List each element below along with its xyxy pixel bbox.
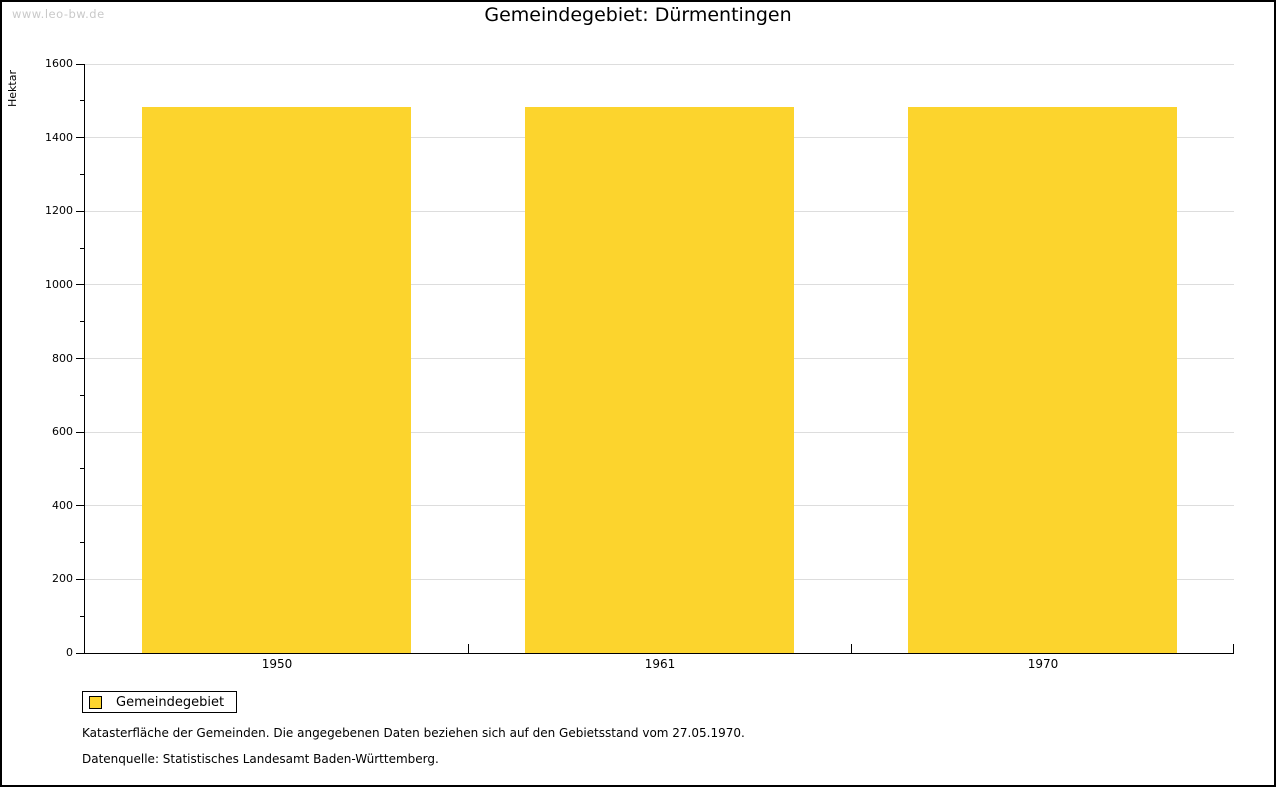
x-category-label: 1970 (1027, 657, 1059, 671)
y-axis-tick-label: 200 (52, 572, 73, 586)
y-axis-minor-tick (80, 542, 84, 544)
y-axis-tick-label: 1000 (45, 277, 73, 291)
y-axis-title: Hektar (6, 70, 19, 107)
y-axis-minor-tick (80, 468, 84, 470)
x-axis-tick (468, 644, 469, 653)
y-axis-major-tick (76, 505, 84, 507)
watermark-text: www.leo-bw.de (12, 7, 105, 21)
y-axis-minor-tick (80, 321, 84, 323)
y-axis-tick-label: 400 (52, 498, 73, 512)
y-axis-tick-label: 600 (52, 425, 73, 439)
y-axis-major-tick (76, 63, 84, 65)
y-axis-tick-label: 1600 (45, 57, 73, 70)
x-category-label: 1961 (644, 657, 676, 671)
y-axis-major-tick (76, 284, 84, 286)
y-axis-major-tick (76, 652, 84, 654)
y-axis-minor-tick (80, 615, 84, 617)
x-category-label: 1950 (261, 657, 293, 671)
chart-title: Gemeindegebiet: Dürmentingen (484, 4, 792, 26)
y-axis-minor-tick (80, 100, 84, 102)
y-axis-major-tick (76, 137, 84, 139)
gridline (85, 63, 1234, 65)
y-axis-tick-label: 1400 (45, 130, 73, 144)
y-axis-major-tick (76, 358, 84, 359)
bar (142, 107, 411, 653)
legend-swatch-icon (89, 695, 102, 709)
y-axis-minor-tick (80, 394, 84, 396)
footnote-gebietsstand: Katasterfläche der Gemeinden. Die angege… (82, 726, 745, 740)
y-axis-major-tick (76, 210, 84, 212)
y-axis-tick-label: 800 (52, 351, 73, 365)
legend-box: Gemeindegebiet (82, 691, 238, 713)
footnote-datenquelle: Datenquelle: Statistisches Landesamt Bad… (82, 752, 439, 766)
plot-area: 0 200 400 600 800 1000 1200 1400 1600 1950 1961 197… (45, 57, 1234, 671)
bar (525, 107, 794, 653)
x-axis-end-tick (1233, 644, 1234, 653)
y-axis-minor-tick (80, 173, 84, 175)
y-axis-tick-label: 1200 (45, 204, 73, 218)
y-axis-minor-tick (80, 247, 84, 249)
y-axis-major-tick (76, 431, 84, 433)
y-axis-major-tick (76, 578, 84, 580)
x-axis-tick (851, 644, 852, 653)
y-axis-tick-label: 0 (66, 646, 73, 659)
legend-label: Gemeindegebiet (116, 694, 225, 710)
bar (908, 107, 1177, 653)
